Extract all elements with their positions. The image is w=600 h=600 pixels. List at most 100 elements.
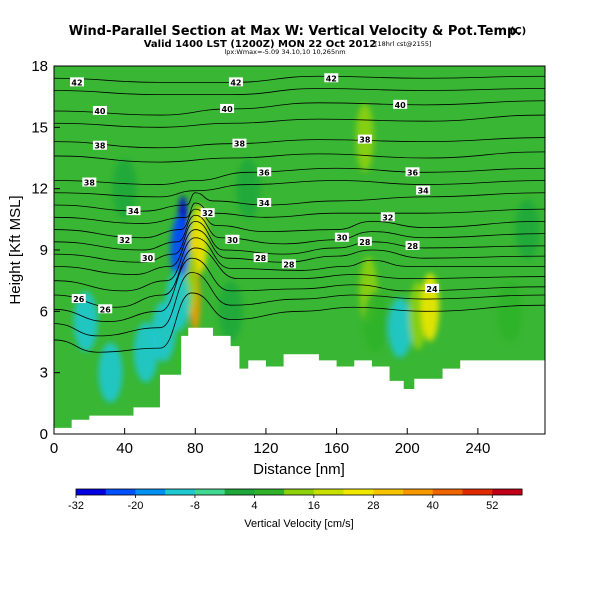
y-tick-label-4: 12 [31, 181, 48, 198]
x-tick-label-4: 160 [324, 440, 349, 457]
velocity-cell-13 [363, 291, 388, 352]
contour-label-0: 42 [69, 77, 84, 87]
contour-label-text-12: 34 [128, 207, 140, 216]
theta-contour-32-11 [54, 214, 545, 251]
colorbar-swatch-8 [313, 489, 345, 495]
velocity-cell-14 [388, 297, 413, 358]
valid-time-note: [18hrl cst@2155] [375, 40, 432, 48]
contour-label-3: 40 [92, 105, 107, 116]
theta-contour-34-9 [54, 202, 545, 224]
velocity-cell-21 [515, 199, 540, 260]
colorbar-swatch-3 [165, 489, 196, 495]
colorbar-tick-label-6: 40 [427, 500, 439, 512]
colorbar-label: Vertical Velocity [cm/s] [244, 518, 353, 530]
colorbar-tick-label-2: -8 [190, 500, 200, 512]
colorbar-swatch-5 [224, 489, 255, 495]
colorbar-swatch-7 [284, 489, 315, 495]
contour-label-text-8: 38 [359, 136, 371, 145]
y-tick-label-5: 15 [31, 119, 48, 136]
contour-label-15: 32 [117, 234, 132, 245]
contour-label-18: 30 [140, 253, 155, 263]
colorbar-swatch-13 [462, 489, 493, 495]
velocity-cell-19 [112, 158, 137, 219]
contour-label-text-13: 34 [259, 199, 271, 208]
contour-label-text-7: 38 [234, 140, 246, 149]
x-tick-label-1: 40 [116, 440, 133, 457]
y-tick-label-0: 0 [40, 426, 48, 443]
colorbar-swatch-2 [135, 489, 166, 495]
contour-label-text-17: 32 [382, 213, 393, 222]
colorbar-tick-label-5: 28 [367, 500, 379, 512]
contour-label-text-21: 28 [255, 254, 267, 263]
contour-label-9: 38 [82, 177, 97, 188]
colorbar-swatch-11 [403, 489, 434, 495]
theta-contour-34-8 [54, 192, 545, 212]
theta-contour-26-17 [54, 272, 545, 337]
contour-label-16: 32 [200, 208, 215, 218]
theta-contour-38-5 [54, 151, 545, 163]
colorbar-tick-label-3: 4 [251, 500, 257, 512]
contour-label-text-26: 26 [100, 305, 112, 314]
contour-label-text-22: 28 [283, 260, 295, 269]
y-tick-label-1: 3 [40, 365, 48, 382]
velocity-cell-9 [98, 342, 123, 403]
contour-label-4: 40 [220, 103, 235, 114]
x-tick-label-6: 240 [465, 440, 490, 457]
contour-label-8: 38 [357, 134, 372, 145]
contour-label-text-0: 42 [71, 78, 82, 87]
theta-contour-38-4 [54, 137, 545, 149]
terrain-mask [54, 327, 545, 434]
colorbar-swatch-12 [432, 489, 464, 495]
colorbar-swatch-0 [76, 489, 107, 495]
velocity-cell-11 [218, 281, 243, 342]
contour-label-text-16: 32 [202, 209, 213, 218]
theta-contour-40-3 [54, 114, 545, 128]
theta-contour-32-10 [54, 208, 545, 239]
contour-label-22: 28 [281, 259, 296, 269]
contour-label-text-5: 40 [395, 101, 407, 110]
theta-contour-labels: 42 42 42 40 40 40 38 38 38 38 36 36 34 34 34 32 32 32 30 30… [69, 73, 439, 314]
theta-contour-24-18 [54, 292, 545, 353]
contour-label-text-11: 36 [407, 168, 419, 177]
colorbar-tick-label-7: 52 [486, 500, 498, 512]
x-axis-label: Distance [nm] [253, 461, 345, 478]
contour-label-2: 42 [324, 73, 339, 83]
contour-label-text-10: 36 [259, 168, 271, 177]
contour-label-20: 30 [334, 232, 349, 243]
contour-label-text-24: 28 [407, 242, 419, 251]
contour-label-text-9: 38 [84, 179, 96, 188]
y-tick-label-6: 18 [31, 58, 48, 75]
contour-label-text-27: 24 [426, 285, 438, 294]
coords-line: lpx:Wmax=-5.09 34.10,10 10,265nm [224, 48, 345, 56]
contour-label-text-4: 40 [222, 105, 234, 114]
contour-label-text-18: 30 [142, 254, 154, 263]
contour-label-text-6: 38 [94, 142, 106, 151]
theta-contour-36-7 [54, 180, 545, 198]
velocity-cell-18 [236, 158, 261, 219]
colorbar-swatch-1 [105, 489, 136, 495]
x-tick-label-5: 200 [395, 440, 420, 457]
contour-label-5: 40 [393, 99, 408, 110]
contour-label-text-20: 30 [336, 234, 348, 243]
theta-contour-42-0 [54, 75, 545, 83]
velocity-cell-20 [497, 281, 522, 342]
colorbar-tick-label-1: -20 [128, 500, 144, 512]
contour-label-text-3: 40 [94, 107, 106, 116]
contour-label-1: 42 [228, 77, 243, 87]
contour-label-text-14: 34 [418, 187, 430, 196]
contour-label-14: 34 [416, 185, 431, 196]
x-axis-ticks: 0 40 80 120 160 200 240 [50, 428, 490, 457]
theta-contour-40-2 [54, 100, 545, 116]
colorbar-frame [75, 488, 523, 496]
x-tick-label-2: 80 [187, 440, 204, 457]
x-tick-label-3: 120 [253, 440, 278, 457]
velocity-cell-8 [133, 322, 158, 383]
contour-label-25: 26 [71, 294, 86, 304]
contour-label-19: 30 [225, 234, 240, 245]
colorbar-swatch-9 [343, 489, 374, 495]
theta-contour-42-1 [54, 88, 545, 96]
contour-label-text-23: 28 [359, 238, 371, 247]
colorbar-swatch-14 [492, 489, 523, 495]
velocity-cell-10 [73, 291, 98, 352]
